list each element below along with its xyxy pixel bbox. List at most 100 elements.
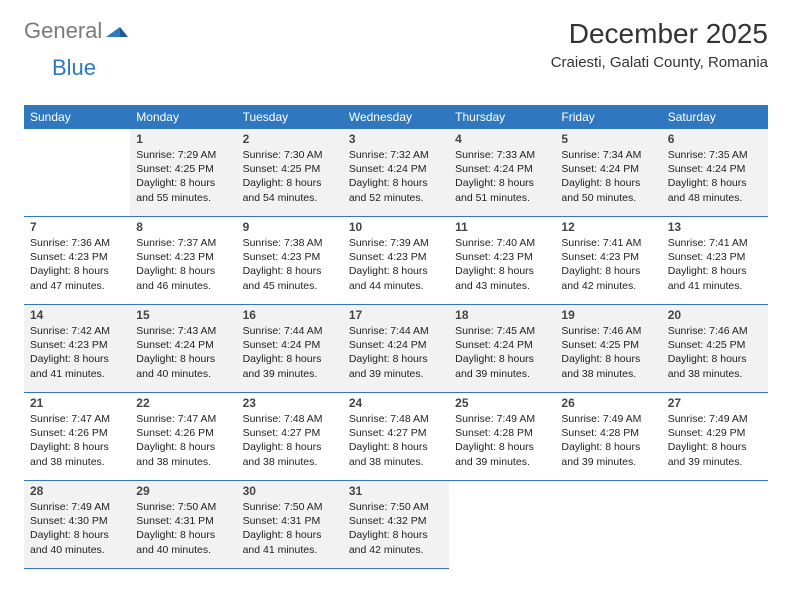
day-number: 26: [561, 396, 655, 410]
calendar-cell: 12 Sunrise: 7:41 AMSunset: 4:23 PMDayligh…: [555, 217, 661, 305]
calendar-cell: 13 Sunrise: 7:41 AMSunset: 4:23 PMDayligh…: [662, 217, 768, 305]
calendar-cell: 18 Sunrise: 7:45 AMSunset: 4:24 PMDayligh…: [449, 305, 555, 393]
calendar-cell: [662, 481, 768, 569]
logo-icon: [106, 21, 128, 42]
day-info: Sunrise: 7:50 AMSunset: 4:32 PMDaylight:…: [349, 500, 443, 557]
calendar-cell: 29 Sunrise: 7:50 AMSunset: 4:31 PMDayligh…: [130, 481, 236, 569]
day-number: 9: [243, 220, 337, 234]
day-info: Sunrise: 7:30 AMSunset: 4:25 PMDaylight:…: [243, 148, 337, 205]
day-info: Sunrise: 7:38 AMSunset: 4:23 PMDaylight:…: [243, 236, 337, 293]
weekday-label: Saturday: [662, 105, 768, 129]
calendar-cell: 9 Sunrise: 7:38 AMSunset: 4:23 PMDaylight…: [237, 217, 343, 305]
weekday-label: Wednesday: [343, 105, 449, 129]
day-number: 20: [668, 308, 762, 322]
day-number: 13: [668, 220, 762, 234]
calendar-cell: [449, 481, 555, 569]
calendar-cell: 2 Sunrise: 7:30 AMSunset: 4:25 PMDaylight…: [237, 129, 343, 217]
day-number: 27: [668, 396, 762, 410]
calendar-cell: 5 Sunrise: 7:34 AMSunset: 4:24 PMDaylight…: [555, 129, 661, 217]
calendar-cell: 7 Sunrise: 7:36 AMSunset: 4:23 PMDaylight…: [24, 217, 130, 305]
day-number: 6: [668, 132, 762, 146]
day-number: 8: [136, 220, 230, 234]
calendar-cell: 26 Sunrise: 7:49 AMSunset: 4:28 PMDayligh…: [555, 393, 661, 481]
day-number: 12: [561, 220, 655, 234]
day-info: Sunrise: 7:47 AMSunset: 4:26 PMDaylight:…: [136, 412, 230, 469]
day-info: Sunrise: 7:32 AMSunset: 4:24 PMDaylight:…: [349, 148, 443, 205]
day-number: 31: [349, 484, 443, 498]
day-info: Sunrise: 7:34 AMSunset: 4:24 PMDaylight:…: [561, 148, 655, 205]
day-info: Sunrise: 7:44 AMSunset: 4:24 PMDaylight:…: [349, 324, 443, 381]
day-info: Sunrise: 7:49 AMSunset: 4:30 PMDaylight:…: [30, 500, 124, 557]
calendar-cell: 22 Sunrise: 7:47 AMSunset: 4:26 PMDayligh…: [130, 393, 236, 481]
day-info: Sunrise: 7:37 AMSunset: 4:23 PMDaylight:…: [136, 236, 230, 293]
day-info: Sunrise: 7:39 AMSunset: 4:23 PMDaylight:…: [349, 236, 443, 293]
calendar-cell: 21 Sunrise: 7:47 AMSunset: 4:26 PMDayligh…: [24, 393, 130, 481]
day-number: 1: [136, 132, 230, 146]
day-number: 4: [455, 132, 549, 146]
calendar-grid: 1 Sunrise: 7:29 AMSunset: 4:25 PMDaylight…: [24, 129, 768, 569]
calendar-cell: [555, 481, 661, 569]
day-number: 29: [136, 484, 230, 498]
day-number: 22: [136, 396, 230, 410]
calendar-cell: 17 Sunrise: 7:44 AMSunset: 4:24 PMDayligh…: [343, 305, 449, 393]
day-info: Sunrise: 7:33 AMSunset: 4:24 PMDaylight:…: [455, 148, 549, 205]
day-info: Sunrise: 7:41 AMSunset: 4:23 PMDaylight:…: [561, 236, 655, 293]
calendar-cell: 1 Sunrise: 7:29 AMSunset: 4:25 PMDaylight…: [130, 129, 236, 217]
day-number: 15: [136, 308, 230, 322]
calendar-cell: 24 Sunrise: 7:48 AMSunset: 4:27 PMDayligh…: [343, 393, 449, 481]
calendar-cell: 8 Sunrise: 7:37 AMSunset: 4:23 PMDaylight…: [130, 217, 236, 305]
weekday-label: Sunday: [24, 105, 130, 129]
logo-word1: General: [24, 18, 102, 44]
day-number: 30: [243, 484, 337, 498]
day-number: 14: [30, 308, 124, 322]
day-info: Sunrise: 7:36 AMSunset: 4:23 PMDaylight:…: [30, 236, 124, 293]
day-info: Sunrise: 7:50 AMSunset: 4:31 PMDaylight:…: [243, 500, 337, 557]
day-info: Sunrise: 7:49 AMSunset: 4:29 PMDaylight:…: [668, 412, 762, 469]
day-info: Sunrise: 7:41 AMSunset: 4:23 PMDaylight:…: [668, 236, 762, 293]
day-number: 5: [561, 132, 655, 146]
calendar-cell: 16 Sunrise: 7:44 AMSunset: 4:24 PMDayligh…: [237, 305, 343, 393]
day-number: 7: [30, 220, 124, 234]
weekday-label: Friday: [555, 105, 661, 129]
calendar-cell: 10 Sunrise: 7:39 AMSunset: 4:23 PMDayligh…: [343, 217, 449, 305]
calendar-cell: 19 Sunrise: 7:46 AMSunset: 4:25 PMDayligh…: [555, 305, 661, 393]
day-info: Sunrise: 7:47 AMSunset: 4:26 PMDaylight:…: [30, 412, 124, 469]
day-info: Sunrise: 7:50 AMSunset: 4:31 PMDaylight:…: [136, 500, 230, 557]
logo-word2: Blue: [52, 55, 96, 80]
logo: General: [24, 18, 130, 44]
day-info: Sunrise: 7:45 AMSunset: 4:24 PMDaylight:…: [455, 324, 549, 381]
day-info: Sunrise: 7:48 AMSunset: 4:27 PMDaylight:…: [349, 412, 443, 469]
calendar-cell: 14 Sunrise: 7:42 AMSunset: 4:23 PMDayligh…: [24, 305, 130, 393]
day-number: 17: [349, 308, 443, 322]
day-number: 19: [561, 308, 655, 322]
day-number: 16: [243, 308, 337, 322]
day-info: Sunrise: 7:43 AMSunset: 4:24 PMDaylight:…: [136, 324, 230, 381]
day-info: Sunrise: 7:46 AMSunset: 4:25 PMDaylight:…: [668, 324, 762, 381]
calendar-cell: 28 Sunrise: 7:49 AMSunset: 4:30 PMDayligh…: [24, 481, 130, 569]
page-title: December 2025: [551, 18, 768, 50]
calendar-cell: 15 Sunrise: 7:43 AMSunset: 4:24 PMDayligh…: [130, 305, 236, 393]
day-info: Sunrise: 7:42 AMSunset: 4:23 PMDaylight:…: [30, 324, 124, 381]
day-number: 3: [349, 132, 443, 146]
day-info: Sunrise: 7:29 AMSunset: 4:25 PMDaylight:…: [136, 148, 230, 205]
day-number: 2: [243, 132, 337, 146]
calendar-cell: 6 Sunrise: 7:35 AMSunset: 4:24 PMDaylight…: [662, 129, 768, 217]
weekday-label: Monday: [130, 105, 236, 129]
day-info: Sunrise: 7:46 AMSunset: 4:25 PMDaylight:…: [561, 324, 655, 381]
day-info: Sunrise: 7:35 AMSunset: 4:24 PMDaylight:…: [668, 148, 762, 205]
day-info: Sunrise: 7:44 AMSunset: 4:24 PMDaylight:…: [243, 324, 337, 381]
day-number: 11: [455, 220, 549, 234]
weekday-label: Thursday: [449, 105, 555, 129]
calendar-cell: 4 Sunrise: 7:33 AMSunset: 4:24 PMDaylight…: [449, 129, 555, 217]
calendar-cell: 23Sunrise: 7:48 AMSunset: 4:27 PMDayligh…: [237, 393, 343, 481]
day-number: 10: [349, 220, 443, 234]
weekday-label: Tuesday: [237, 105, 343, 129]
calendar-cell: 20 Sunrise: 7:46 AMSunset: 4:25 PMDayligh…: [662, 305, 768, 393]
weekday-header: SundayMondayTuesdayWednesdayThursdayFrid…: [24, 105, 768, 129]
day-info: Sunrise: 7:49 AMSunset: 4:28 PMDaylight:…: [561, 412, 655, 469]
day-number: 18: [455, 308, 549, 322]
day-info: Sunrise: 7:48 AMSunset: 4:27 PMDaylight:…: [243, 412, 337, 469]
day-number: 21: [30, 396, 124, 410]
day-number: 24: [349, 396, 443, 410]
day-number: 28: [30, 484, 124, 498]
